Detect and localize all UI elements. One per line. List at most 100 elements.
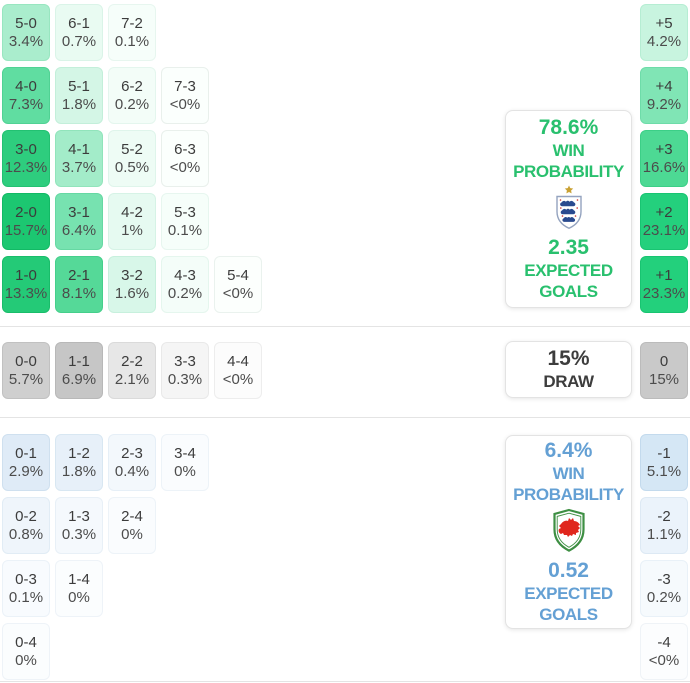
goal-diff-probability: 23.3%: [642, 285, 686, 302]
england-crest-icon: [549, 184, 589, 234]
goal-diff-cell--1: -1 5.1%: [640, 434, 688, 491]
goal-diff-cell--4: -4 <0%: [640, 623, 688, 680]
goal-diff-probability: <0%: [648, 652, 680, 669]
scoreline-probability: 0.2%: [167, 285, 203, 302]
goal-diff-label: +1: [655, 267, 673, 284]
scoreline-probability: <0%: [169, 96, 201, 113]
lose-probability-label-line2: PROBABILITY: [513, 485, 624, 504]
scoreline-cell-2-3: 2-3 0.4%: [108, 434, 156, 491]
scoreline-label: 0-2: [15, 508, 37, 525]
scoreline-label: 2-0: [15, 204, 37, 221]
scoreline-cell-7-2: 7-2 0.1%: [108, 4, 156, 61]
scoreline-label: 1-3: [68, 508, 90, 525]
scoreline-probability: 3.4%: [8, 33, 44, 50]
scoreline-probability: 0.2%: [114, 96, 150, 113]
scoreline-probability: 0.8%: [8, 526, 44, 543]
scoreline-cell-2-4: 2-4 0%: [108, 497, 156, 554]
win-probability-label-line1: WIN: [552, 141, 585, 160]
goal-diff-cell-+2: +2 23.1%: [640, 193, 688, 250]
goal-diff-probability: 15%: [648, 371, 680, 388]
draw-probability-value: 15%: [547, 347, 590, 370]
scoreline-label: 0-1: [15, 445, 37, 462]
win-expected-goals-label-line2: GOALS: [539, 282, 598, 301]
scoreline-cell-2-1: 2-1 8.1%: [55, 256, 103, 313]
goal-diff-label: +5: [655, 15, 673, 32]
scoreline-probability: 0%: [174, 463, 196, 480]
goal-diff-label: +2: [655, 204, 673, 221]
scoreline-label: 4-3: [174, 267, 196, 284]
scoreline-cell-4-1: 4-1 3.7%: [55, 130, 103, 187]
goal-diff-cell-+4: +4 9.2%: [640, 67, 688, 124]
scoreline-label: 7-2: [121, 15, 143, 32]
scoreline-probability: 0.7%: [61, 33, 97, 50]
scoreline-label: 3-2: [121, 267, 143, 284]
scoreline-cell-0-0: 0-0 5.7%: [2, 342, 50, 399]
scoreline-cell-5-0: 5-0 3.4%: [2, 4, 50, 61]
scoreline-label: 5-3: [174, 204, 196, 221]
scoreline-label: 7-3: [174, 78, 196, 95]
scoreline-cell-5-3: 5-3 0.1%: [161, 193, 209, 250]
scoreline-cell-1-1: 1-1 6.9%: [55, 342, 103, 399]
scoreline-cell-7-3: 7-3 <0%: [161, 67, 209, 124]
scoreline-cell-0-3: 0-3 0.1%: [2, 560, 50, 617]
section-divider-win-draw: [0, 326, 690, 327]
goal-diff-probability: 9.2%: [646, 96, 682, 113]
scoreline-label: 4-4: [227, 353, 249, 370]
goal-diff-cell--2: -2 1.1%: [640, 497, 688, 554]
scoreline-probability: 0.1%: [167, 222, 203, 239]
goal-diff-label: -4: [657, 634, 671, 651]
win-probability-value: 78.6%: [538, 116, 599, 139]
scoreline-cell-5-4: 5-4 <0%: [214, 256, 262, 313]
goal-diff-cell-0: 0 15%: [640, 342, 688, 399]
lose-expected-goals-value: 0.52: [548, 559, 589, 582]
scoreline-cell-3-4: 3-4 0%: [161, 434, 209, 491]
goal-diff-label: -1: [657, 445, 671, 462]
scoreline-probability: 15.7%: [4, 222, 48, 239]
scoreline-label: 0-0: [15, 353, 37, 370]
scoreline-label: 1-1: [68, 353, 90, 370]
goal-diff-cell-+5: +5 4.2%: [640, 4, 688, 61]
scoreline-probability: 3.7%: [61, 159, 97, 176]
lose-expected-goals-label-line2: GOALS: [539, 605, 598, 624]
goal-diff-cell--3: -3 0.2%: [640, 560, 688, 617]
goal-diff-probability: 1.1%: [646, 526, 682, 543]
scoreline-probability: 2.1%: [114, 371, 150, 388]
scoreline-probability: 0.1%: [114, 33, 150, 50]
win-summary-card: 78.6% WIN PROBABILITY 2.35 EXPECTED GOAL…: [505, 110, 632, 308]
scoreline-probability: 13.3%: [4, 285, 48, 302]
goal-diff-cell-+1: +1 23.3%: [640, 256, 688, 313]
scoreline-cell-6-1: 6-1 0.7%: [55, 4, 103, 61]
scoreline-probability: <0%: [222, 285, 254, 302]
scoreline-label: 1-4: [68, 571, 90, 588]
scoreline-cell-3-0: 3-0 12.3%: [2, 130, 50, 187]
scoreline-cell-3-1: 3-1 6.4%: [55, 193, 103, 250]
goal-diff-label: +3: [655, 141, 673, 158]
scoreline-probability: 2.9%: [8, 463, 44, 480]
scoreline-label: 0-3: [15, 571, 37, 588]
scoreline-probability: 0.3%: [167, 371, 203, 388]
scoreline-probability: 1%: [121, 222, 143, 239]
scoreline-cell-3-2: 3-2 1.6%: [108, 256, 156, 313]
scoreline-label: 2-3: [121, 445, 143, 462]
scoreline-label: 4-0: [15, 78, 37, 95]
scoreline-label: 5-2: [121, 141, 143, 158]
scoreline-label: 2-4: [121, 508, 143, 525]
goal-diff-probability: 0.2%: [646, 589, 682, 606]
scoreline-label: 0-4: [15, 634, 37, 651]
scoreline-cell-1-0: 1-0 13.3%: [2, 256, 50, 313]
scoreline-probability: <0%: [169, 159, 201, 176]
win-expected-goals-value: 2.35: [548, 236, 589, 259]
scoreline-probability: 0%: [68, 589, 90, 606]
goal-diff-label: -2: [657, 508, 671, 525]
scoreline-label: 6-2: [121, 78, 143, 95]
scoreline-probability: 5.7%: [8, 371, 44, 388]
goal-diff-cell-+3: +3 16.6%: [640, 130, 688, 187]
section-divider-bottom: [0, 681, 690, 682]
scoreline-probability: <0%: [222, 371, 254, 388]
scoreline-probability: 0.5%: [114, 159, 150, 176]
scoreline-probability: 1.8%: [61, 96, 97, 113]
scoreline-cell-5-1: 5-1 1.8%: [55, 67, 103, 124]
scoreline-cell-4-4: 4-4 <0%: [214, 342, 262, 399]
scoreline-label: 3-3: [174, 353, 196, 370]
